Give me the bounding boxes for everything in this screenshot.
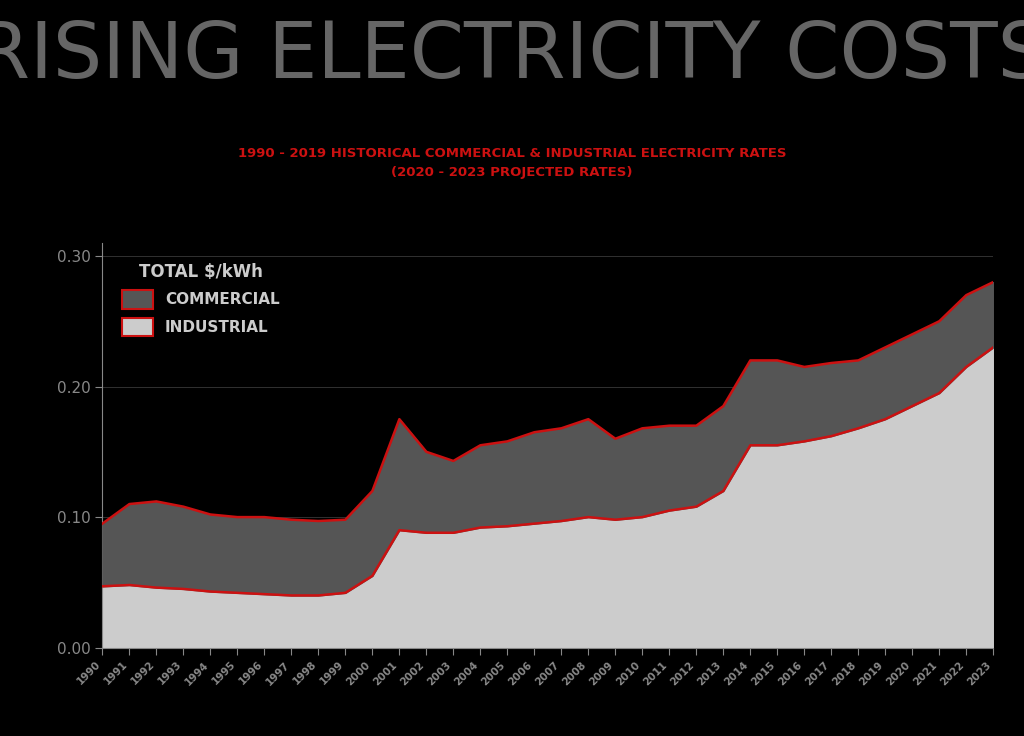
Text: 1990 - 2019 HISTORICAL COMMERCIAL & INDUSTRIAL ELECTRICITY RATES: 1990 - 2019 HISTORICAL COMMERCIAL & INDU…	[238, 147, 786, 160]
Legend: COMMERCIAL, INDUSTRIAL: COMMERCIAL, INDUSTRIAL	[110, 250, 292, 349]
Text: RISING ELECTRICITY COSTS: RISING ELECTRICITY COSTS	[0, 18, 1024, 94]
Text: (2020 - 2023 PROJECTED RATES): (2020 - 2023 PROJECTED RATES)	[391, 166, 633, 179]
